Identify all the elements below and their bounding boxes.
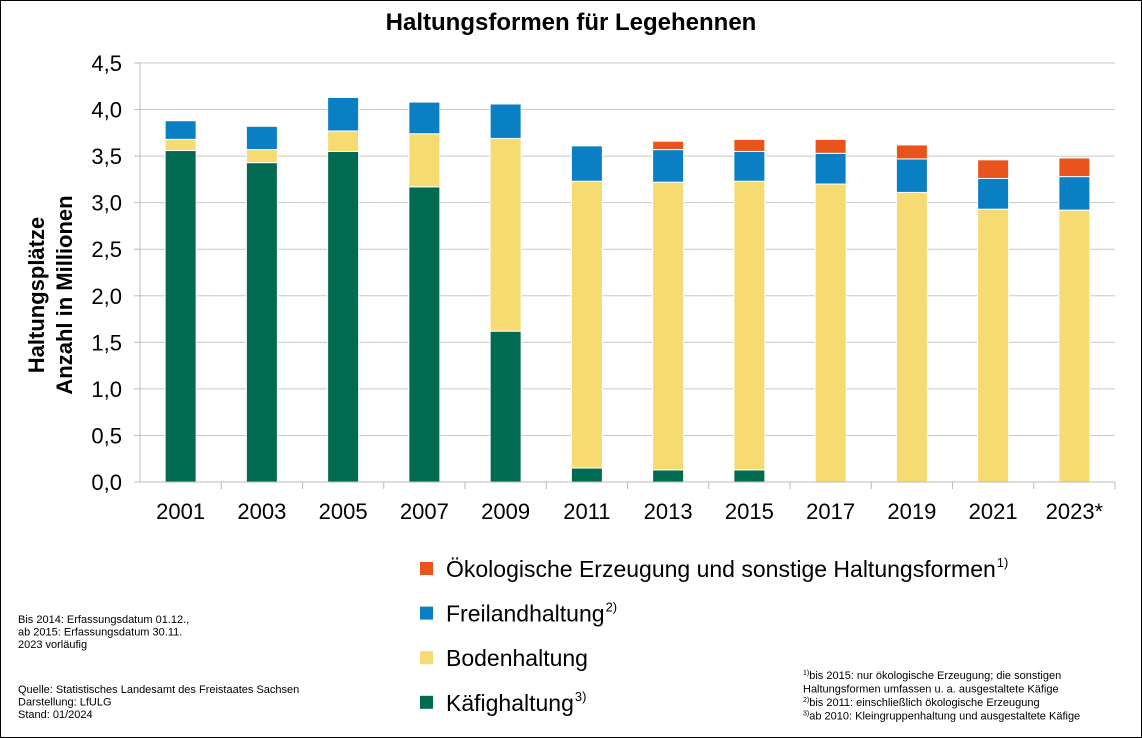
legend-superscript: 3) (575, 689, 587, 704)
bar-segment (1058, 176, 1091, 211)
y-tick-label: 3,0 (91, 191, 122, 216)
bar-segment (895, 158, 928, 193)
legend: Ökologische Erzeugung und sonstige Haltu… (420, 555, 1008, 716)
y-tick-label: 3,5 (91, 144, 122, 169)
bar-segment (733, 469, 766, 483)
bar-segment (814, 152, 847, 185)
x-tick-label: 2021 (969, 499, 1018, 524)
notes-erfassung: Bis 2014: Erfassungsdatum 01.12.,ab 2015… (18, 614, 189, 651)
bar-segment (652, 140, 685, 151)
legend-superscript: 2) (606, 600, 618, 615)
bar-segment (245, 162, 278, 483)
bar-segment (977, 177, 1010, 210)
legend-swatch (420, 562, 433, 575)
bar-segment (895, 144, 928, 160)
bar-segment (652, 469, 685, 483)
bar-segment (408, 186, 441, 483)
bar-segment (164, 138, 197, 152)
x-tick-label: 2011 (563, 499, 610, 524)
x-tick-label: 2009 (481, 499, 530, 524)
notes-quelle: Quelle: Statistisches Landesamt des Frei… (18, 684, 299, 721)
bar-segment (652, 181, 685, 471)
y-tick-label: 0,5 (91, 423, 122, 448)
legend-label: Ökologische Erzeugung und sonstige Haltu… (446, 556, 996, 582)
x-tick-label: 2003 (237, 499, 286, 524)
y-tick-label: 1,0 (91, 377, 122, 402)
x-tick-label: 2005 (319, 499, 368, 524)
y-tick-label: 2,0 (91, 284, 122, 309)
bar-segment (408, 133, 441, 188)
y-tick-label: 1,5 (91, 330, 122, 355)
y-axis-ticks: 0,0 0,5 1,0 1,5 2,0 2,5 3,0 3,5 4,0 4,5 (91, 51, 140, 495)
bar-segment (977, 208, 1010, 483)
y-tick-label: 4,0 (91, 98, 122, 123)
bar-segment (733, 150, 766, 182)
bar-segment (977, 159, 1010, 179)
x-tick-label: 2001 (156, 499, 205, 524)
x-tick-label: 2023* (1046, 499, 1104, 524)
bar-segment (895, 191, 928, 483)
footnote-marker: 2) (803, 697, 809, 704)
bar-segment (164, 150, 197, 483)
legend-superscript: 1) (997, 555, 1009, 570)
bar-segment (733, 180, 766, 471)
note-line: ab 2015: Erfassungsdatum 30.11. (18, 627, 182, 639)
x-tick-label: 2007 (400, 499, 449, 524)
note-line: 2023 vorläufig (18, 639, 87, 651)
legend-label: Käfighaltung (446, 690, 574, 716)
y-axis-label: Haltungsplätze Anzahl in Millionen (24, 195, 77, 394)
bar-segment (408, 101, 441, 135)
footnote-marker: 3) (803, 711, 809, 718)
bar-segment (814, 138, 847, 154)
bar-segment (733, 138, 766, 152)
source-line: Darstellung: LfULG (18, 697, 112, 709)
y-axis-label-line2: Anzahl in Millionen (52, 195, 77, 394)
legend-swatch (420, 651, 433, 665)
footnote-line: bis 2011: einschließlich ökologische Erz… (809, 697, 1039, 709)
source-line: Stand: 01/2024 (18, 709, 93, 721)
x-tick-label: 2019 (887, 499, 936, 524)
y-tick-label: 4,5 (91, 51, 122, 76)
legend-label: Freilandhaltung (446, 601, 605, 627)
x-axis: 2001 2003 2005 2007 2009 2011 2013 2015 2017 2019… (139, 63, 1116, 524)
bar-segment (245, 125, 278, 151)
bar-segment (245, 149, 278, 164)
bar-segment (164, 120, 197, 140)
gridlines (140, 62, 1115, 483)
chart-title: Haltungsformen für Legehennen (386, 9, 757, 36)
x-tick-label: 2015 (725, 499, 774, 524)
bar-segment (570, 180, 603, 469)
bar-segment (1058, 209, 1091, 483)
bar-segment (489, 137, 522, 332)
bar-segment (327, 130, 360, 152)
bar-segment (327, 150, 360, 483)
legend-swatch (420, 695, 433, 709)
x-tick-label: 2013 (644, 499, 693, 524)
y-tick-label: 2,5 (91, 237, 122, 262)
y-tick-label: 0,0 (91, 470, 122, 495)
bar-segment (570, 467, 603, 483)
bar-segment (1058, 157, 1091, 178)
bars (164, 96, 1091, 483)
footnote-line: Haltungsformen umfassen u. a. ausgestalt… (803, 684, 1059, 696)
bar-segment (489, 330, 522, 483)
bar-segment (570, 145, 603, 182)
bar-segment (489, 103, 522, 139)
bar-segment (814, 183, 847, 483)
footnote-line: bis 2015: nur ökologische Erzeugung; die… (809, 670, 1061, 682)
footnote-marker: 1) (803, 670, 809, 677)
footnotes: 1) bis 2015: nur ökologische Erzeugung; … (803, 670, 1080, 723)
bar-segment (327, 96, 360, 132)
bar-segment (652, 149, 685, 183)
x-tick-label: 2017 (806, 499, 855, 524)
note-line: Bis 2014: Erfassungsdatum 01.12., (18, 614, 189, 626)
legend-swatch (420, 606, 433, 620)
footnote-line: ab 2010: Kleingruppenhaltung und ausgest… (809, 711, 1080, 723)
source-line: Quelle: Statistisches Landesamt des Frei… (18, 684, 299, 696)
legend-label: Bodenhaltung (446, 645, 588, 671)
y-axis-label-line1: Haltungsplätze (24, 217, 49, 373)
